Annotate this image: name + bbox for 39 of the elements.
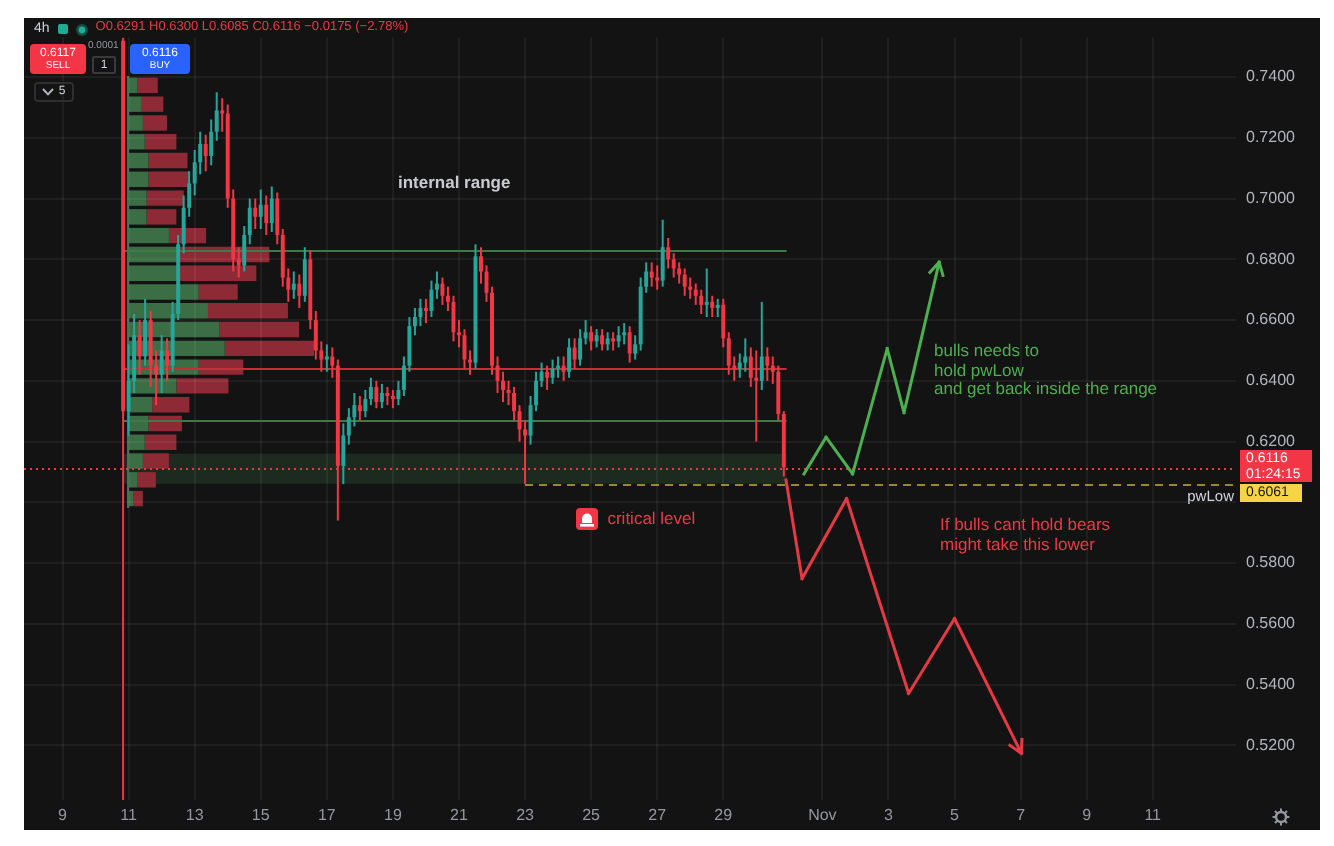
candlestick — [655, 265, 660, 290]
x-tick-label: 29 — [714, 806, 734, 825]
annotation: If bulls cant hold bears might take this lower — [940, 514, 1111, 555]
x-tick-label: 11 — [120, 806, 139, 825]
candlestick — [754, 350, 759, 442]
y-tick-label: 0.5600 — [1246, 614, 1297, 633]
y-tick-label: 0.6800 — [1246, 249, 1297, 268]
x-tick-label: Nov — [808, 806, 837, 825]
y-tick-label: 0.7400 — [1246, 67, 1297, 86]
x-tick-label: 17 — [317, 806, 337, 825]
x-tick-label: 15 — [251, 806, 271, 825]
y-tick-label: 0.5400 — [1246, 674, 1297, 693]
annotation: bulls needs to hold pwLow and get back inside the range — [934, 340, 1158, 400]
x-tick-label: 21 — [450, 806, 469, 825]
x-tick-label: 19 — [383, 806, 403, 825]
x-tick-label: 27 — [648, 806, 668, 825]
y-tick-label: 0.5800 — [1246, 553, 1297, 572]
x-tick-label: 3 — [883, 806, 894, 825]
x-tick-label: 13 — [185, 806, 205, 825]
y-tick-label: 0.6600 — [1246, 310, 1297, 329]
x-tick-label: 9 — [1082, 806, 1093, 825]
x-tick-label: 7 — [1016, 806, 1027, 825]
x-tick-label: 11 — [1144, 806, 1163, 825]
y-tick-label: 0.5200 — [1246, 735, 1297, 754]
band-label: critical level — [607, 508, 696, 529]
y-tick-label: 0.7200 — [1246, 128, 1297, 147]
x-tick-label: 5 — [950, 806, 961, 825]
annotation: internal range — [398, 172, 511, 192]
x-tick-label: 9 — [58, 806, 69, 825]
x-tick-label: 23 — [516, 806, 536, 825]
candlestick — [704, 268, 709, 318]
bar — [219, 321, 300, 338]
y-tick-label: 0.7000 — [1246, 188, 1297, 207]
y-tick-label: 0.6400 — [1246, 371, 1297, 390]
x-tick-label: 25 — [582, 806, 602, 825]
candlestick — [324, 344, 329, 372]
y-tick-label: 0.6200 — [1246, 431, 1297, 450]
bar — [148, 152, 188, 169]
bar — [128, 152, 149, 169]
